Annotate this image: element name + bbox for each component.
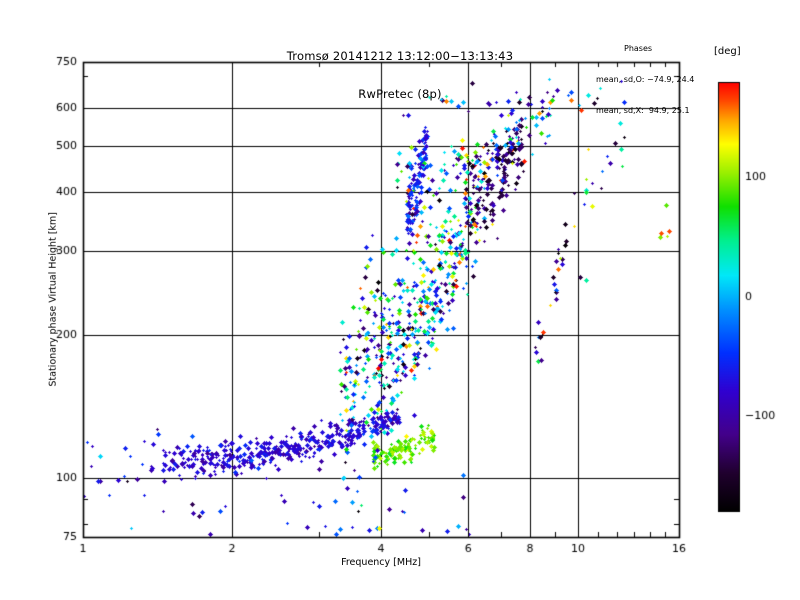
x-axis-label: Frequency [MHz] <box>341 557 421 568</box>
chart-subtitle: RwPretec (8p) <box>358 87 442 102</box>
stats-ordinary-line: mean, sd,O: −74.9, 24.4 <box>596 74 695 84</box>
colorbar-unit-label: [deg] <box>714 46 741 57</box>
y-axis-label: Stationary phase Virtual Height [km] <box>47 212 59 387</box>
phase-statistics-block: Phases mean, sd,O: −74.9, 24.4 mean, sd,… <box>596 23 694 137</box>
chart-title-block: Tromsø 20141212 13:12:00−13:13:43 RwPret… <box>0 24 800 127</box>
stats-heading: Phases <box>624 43 653 53</box>
page-title: Tromsø 20141212 13:12:00−13:13:43 <box>286 48 514 63</box>
stats-extraordinary-line: mean, sd,X: 94.9, 25.1 <box>596 106 690 116</box>
